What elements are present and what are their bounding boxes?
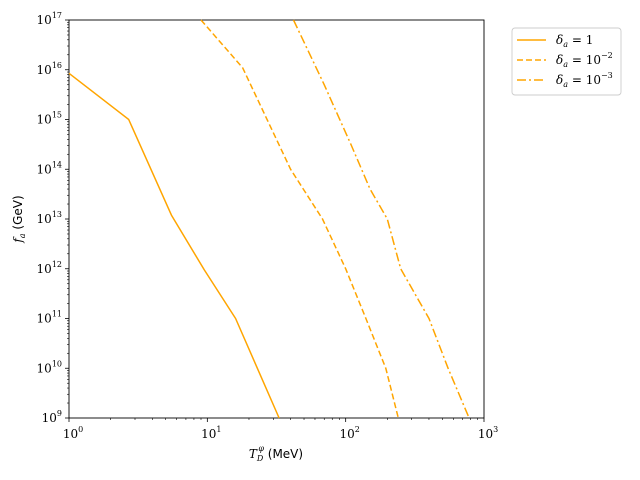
x-tick-label: 103: [478, 425, 498, 441]
y-axis-label-var: f: [11, 236, 25, 244]
series-line-1: [68, 72, 280, 419]
y-tick-label: 1014: [37, 160, 62, 176]
y-axis-label: fa (GeV): [11, 195, 27, 243]
y-tick-label: 1011: [37, 310, 62, 326]
y-tick-label: 1015: [37, 111, 62, 127]
x-axis-label-sub: D: [256, 454, 264, 463]
legend-label-1: δa = 1: [556, 33, 593, 49]
x-axis-label-var: T: [249, 447, 258, 461]
y-axis-label-unit: (GeV): [11, 195, 25, 233]
y-tick-label: 1010: [37, 359, 62, 375]
legend-label-3: δa = 10−3: [556, 71, 613, 89]
plot-frame: [68, 19, 485, 419]
y-axis-label-sub: a: [18, 233, 27, 238]
x-tick-label: 100: [63, 425, 83, 441]
legend-label-2: δa = 10−2: [556, 51, 613, 69]
x-tick-label: 101: [201, 425, 221, 441]
series-line-2: [200, 19, 400, 419]
legend-items: δa = 1 δa = 10−2 δa = 10−3: [517, 33, 613, 89]
y-tick-label: 1013: [37, 210, 62, 226]
x-axis-label: TDφ (MeV): [249, 444, 303, 463]
y-tick-label: 1016: [37, 61, 62, 77]
legend-box: [511, 27, 622, 96]
series-group: [68, 19, 470, 419]
legend: δa = 1 δa = 10−2 δa = 10−3: [511, 27, 622, 96]
y-tick-label: 1017: [37, 11, 62, 27]
ticks-group: 100 101 102 103 109 1010 1011 1012 1013 1014 1015 1…: [37, 11, 499, 441]
x-axis-label-unit: (MeV): [264, 447, 303, 461]
series-line-3: [292, 19, 470, 419]
x-tick-label: 102: [339, 425, 359, 441]
x-axis-label-sup: φ: [258, 444, 264, 453]
y-tick-label: 109: [42, 409, 62, 425]
y-tick-label: 1012: [37, 260, 62, 276]
